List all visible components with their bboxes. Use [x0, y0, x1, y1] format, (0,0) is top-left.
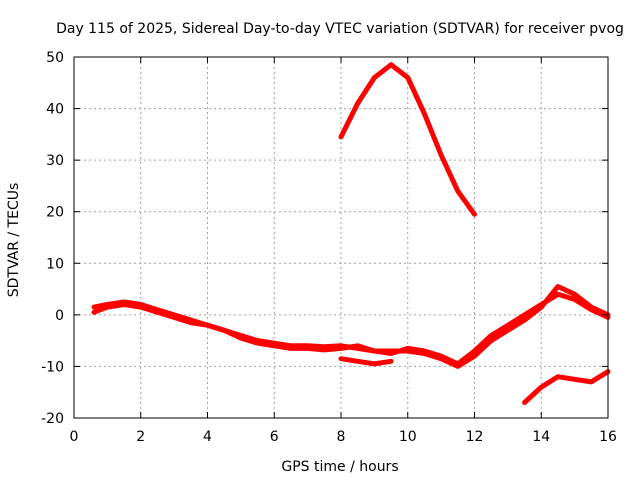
x-axis-label: GPS time / hours — [281, 459, 398, 475]
y-tick-label: 50 — [46, 50, 64, 66]
y-tick-label: 0 — [55, 308, 64, 324]
y-tick-label: 10 — [46, 256, 64, 272]
x-tick-label: 14 — [532, 429, 550, 445]
x-tick-label: 6 — [270, 429, 279, 445]
grid-lines — [74, 57, 608, 418]
x-tick-label: 0 — [70, 429, 79, 445]
x-tick-label: 10 — [399, 429, 417, 445]
series-line-pvog-main-b — [91, 284, 611, 369]
data-series — [91, 62, 611, 405]
x-tick-label: 12 — [466, 429, 484, 445]
y-tick-label: -10 — [41, 359, 64, 375]
x-tick-label: 8 — [337, 429, 346, 445]
x-tick-label: 2 — [136, 429, 145, 445]
y-axis-label: SDTVAR / TECUs — [6, 183, 22, 298]
axis-ticks: 0 2 4 6 8 10 12 14 16 -20 -10 0 10 20 30 40 50 — [41, 50, 617, 445]
series-line-pvog-main-a — [91, 291, 611, 367]
chart-title: Day 115 of 2025, Sidereal Day-to-day VTE… — [56, 21, 624, 37]
series-line-pvog-dip — [338, 356, 394, 367]
x-tick-label: 16 — [599, 429, 617, 445]
y-tick-label: 20 — [46, 205, 64, 221]
y-tick-label: 40 — [46, 102, 64, 118]
series-line-pvog-late — [522, 369, 611, 405]
y-tick-label: -20 — [41, 411, 64, 427]
y-tick-label: 30 — [46, 153, 64, 169]
x-tick-label: 4 — [203, 429, 212, 445]
series-line-pvog-peak — [338, 62, 477, 217]
